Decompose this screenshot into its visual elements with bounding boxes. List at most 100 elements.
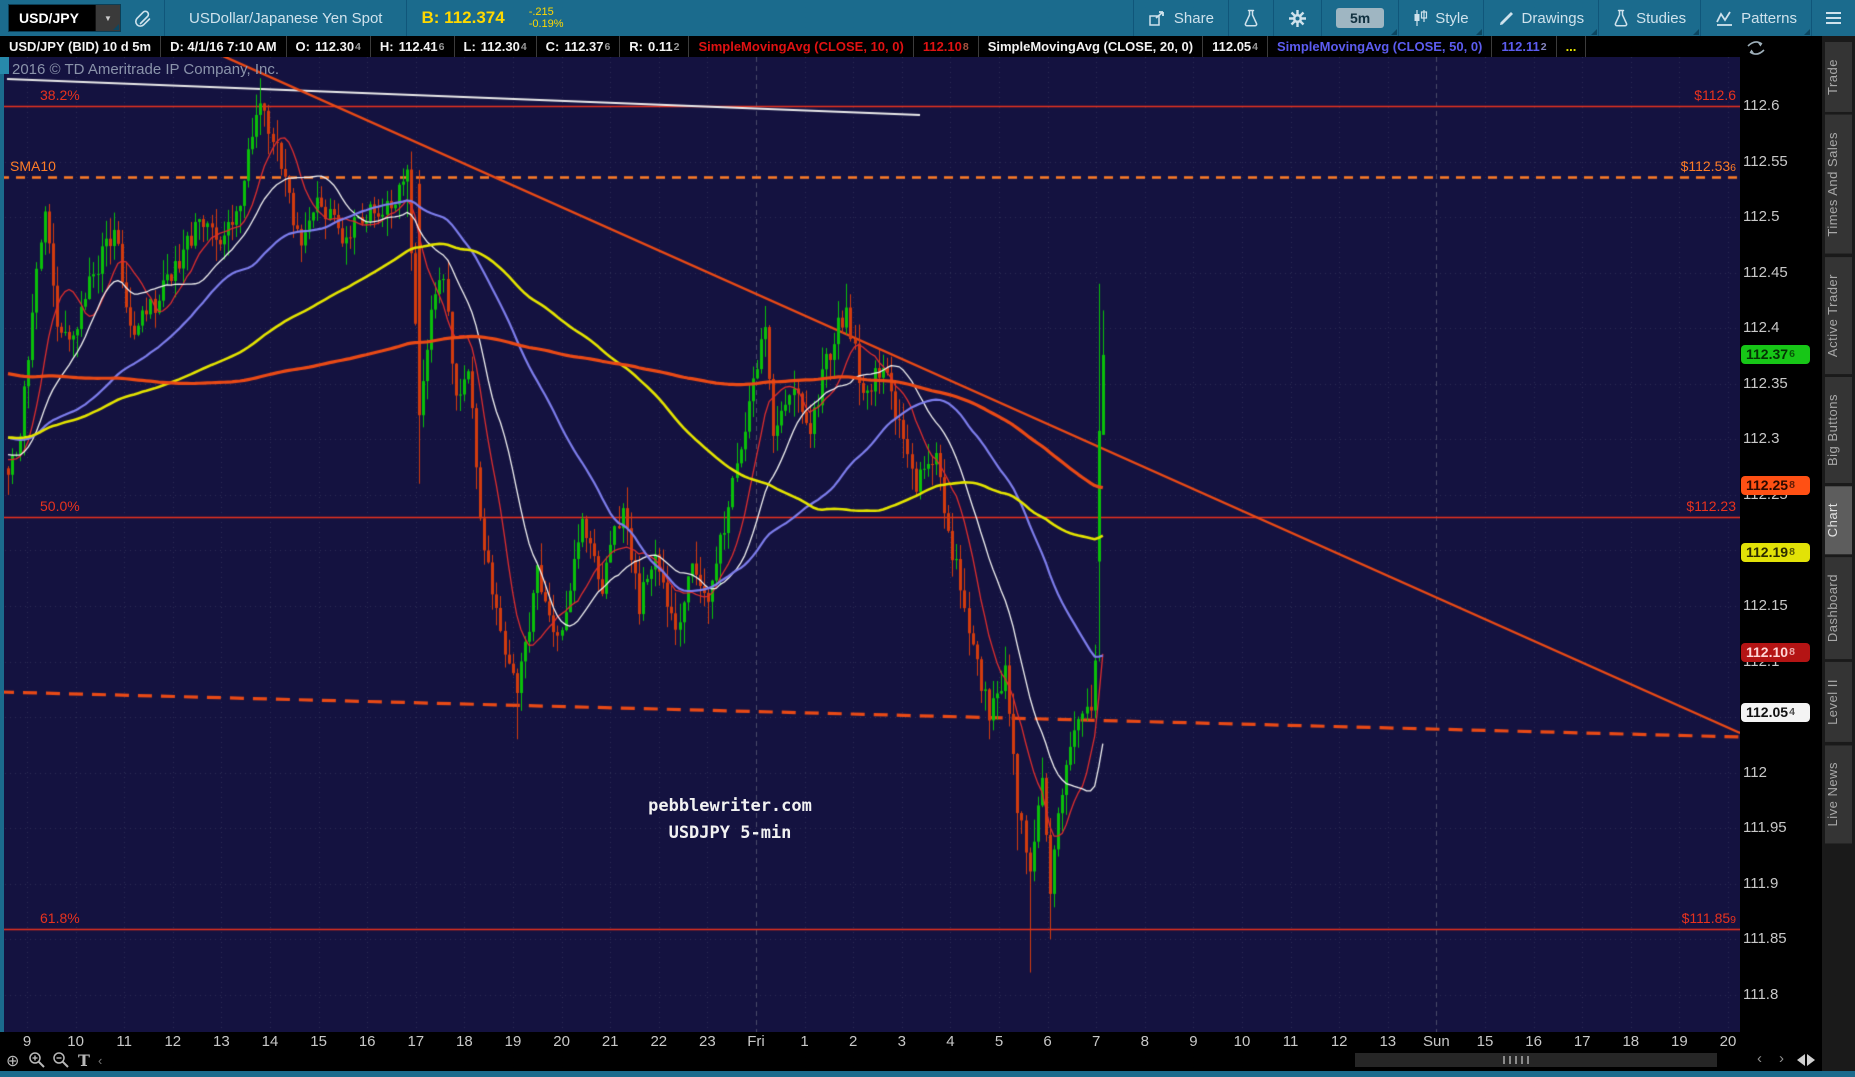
chart-menu-button[interactable] [1812, 0, 1855, 36]
divider [164, 0, 165, 36]
time-tick: Sun [1423, 1033, 1450, 1050]
price-tick: 112.15 [1743, 596, 1788, 614]
bid-price: B: 112.374 [421, 8, 505, 27]
level-right-label: $112.536 [1680, 158, 1736, 175]
sidebar-tab-times-and-sales[interactable]: Times And Sales [1825, 114, 1852, 254]
level-left-label: SMA10 [10, 158, 56, 175]
level-right-label: $112.6 [1694, 87, 1736, 103]
symbol-selector[interactable]: USD/JPY ▼ [8, 4, 121, 32]
time-tick: 3 [897, 1033, 906, 1050]
price-badge: 112.25 8 [1741, 475, 1810, 495]
axis-reset-icon[interactable] [1745, 38, 1767, 58]
symbol-label: USD/JPY [9, 5, 95, 31]
level-right-label: $112.23 [1686, 498, 1736, 515]
topbar: USD/JPY ▼ USDollar/Japanese Yen Spot B: … [0, 0, 1855, 36]
jump-latest-icon[interactable] [1797, 1054, 1815, 1066]
share-button[interactable]: Share [1134, 0, 1228, 36]
time-tick: 9 [22, 1033, 32, 1050]
price-tick: 112.35 [1743, 374, 1788, 392]
settings-button[interactable] [1274, 0, 1321, 36]
zoom-in-icon[interactable] [28, 1051, 46, 1074]
chart-title: USD/JPY (BID) 10 d 5m [0, 36, 162, 57]
scrollbar-grip[interactable] [1503, 1056, 1529, 1064]
price-tick: 111.85 [1743, 930, 1787, 948]
study-sma10-value: 112.10 8 [914, 36, 979, 57]
study-sma50-value: 112.11 2 [1492, 36, 1557, 57]
time-axis[interactable]: 9 10 11 12 13 14 15 16 17 18 19 20 21 22 23 Fri 1 2 3 4 5 6 7 8… [0, 1032, 1822, 1050]
watermark-line2: USDJPY 5-min [668, 823, 792, 843]
studies-button[interactable]: Studies [1599, 0, 1700, 36]
chart-header: USD/JPY (BID) 10 d 5m D: 4/1/16 7:10 AM … [0, 36, 1822, 57]
bottom-edge-strip [0, 1071, 1855, 1077]
time-tick: 12 [1330, 1033, 1348, 1050]
study-sma20-label[interactable]: SimpleMovingAvg (CLOSE, 20, 0) [979, 36, 1204, 57]
collapse-left-icon[interactable]: ‹ [98, 1053, 103, 1068]
link-icon[interactable] [121, 0, 164, 36]
time-tick: 10 [1233, 1033, 1251, 1050]
price-tick: 112.3 [1743, 430, 1780, 448]
topbar-right-group: Share 5m Style Drawings [1132, 0, 1855, 36]
zoom-out-icon[interactable] [52, 1051, 70, 1074]
price-tick: 111.95 [1743, 819, 1787, 837]
time-tick: 12 [164, 1033, 182, 1050]
left-edge-strip [0, 57, 4, 1032]
price-tick: 112.4 [1743, 319, 1780, 337]
analyze-flask-button[interactable] [1229, 0, 1273, 36]
bar-datetime: D: 4/1/16 7:10 AM [161, 36, 287, 57]
sidebar-tab-live-news[interactable]: Live News [1825, 744, 1852, 844]
study-sma50-label[interactable]: SimpleMovingAvg (CLOSE, 50, 0) [1268, 36, 1493, 57]
sidebar-tab-dashboard[interactable]: Dashboard [1825, 556, 1852, 660]
time-tick: 8 [1140, 1033, 1149, 1050]
time-tick: 7 [1092, 1033, 1101, 1050]
time-tick: 18 [1622, 1033, 1640, 1050]
sidebar-tab-big-buttons[interactable]: Big Buttons [1825, 376, 1852, 483]
time-tick: 10 [67, 1033, 84, 1050]
symbol-description: USDollar/Japanese Yen Spot [189, 9, 383, 27]
candlestick-icon [1413, 9, 1428, 27]
pencil-icon [1498, 10, 1515, 27]
price-axis[interactable]: 112.6 112.55 112.5 112.45 112.4 112.35 112.3 11… [1740, 36, 1822, 1032]
scroll-right-arrow[interactable]: › [1779, 1050, 1784, 1067]
time-tick: 2 [849, 1033, 858, 1050]
watermark-line1: pebblewriter.com [648, 796, 812, 816]
time-tick: 17 [407, 1033, 425, 1050]
divider [406, 0, 408, 36]
pan-tool-icon[interactable]: ⊕ [6, 1053, 20, 1070]
time-tick: 13 [213, 1033, 230, 1050]
text-tool-button[interactable]: T [78, 1051, 90, 1070]
sidebar-tab-active-trader[interactable]: Active Trader [1825, 256, 1852, 374]
price-tick: 112 [1743, 763, 1767, 781]
scroll-left-arrow[interactable]: ‹ [1757, 1050, 1762, 1067]
sidebar-tab-level-ii[interactable]: Level II [1825, 662, 1852, 742]
sidebar-tab-chart[interactable]: Chart [1825, 485, 1852, 554]
time-tick: 22 [650, 1033, 668, 1050]
right-sidebar: Trade Times And Sales Active Trader Big But… [1822, 36, 1855, 1077]
left-edge-corner [0, 57, 9, 74]
style-button[interactable]: Style [1399, 0, 1482, 36]
time-tick: 11 [1282, 1033, 1299, 1050]
chevron-down-icon[interactable]: ▼ [95, 5, 120, 31]
time-tick: 20 [553, 1033, 570, 1050]
patterns-button[interactable]: Patterns [1701, 0, 1811, 36]
menu-icon [1826, 12, 1841, 14]
open-value: O: 112.30 4 [287, 36, 371, 57]
more-studies-indicator[interactable]: ... [1557, 36, 1587, 57]
time-tick: 14 [261, 1033, 279, 1050]
time-tick: 13 [1379, 1033, 1397, 1050]
study-sma20-value: 112.05 4 [1203, 36, 1268, 57]
time-scrollbar[interactable] [1355, 1053, 1717, 1067]
price-tick: 112.6 [1743, 97, 1780, 114]
drawings-button[interactable]: Drawings [1484, 0, 1599, 36]
timeframe-button[interactable]: 5m [1322, 0, 1398, 36]
price-tick: 112.55 [1743, 152, 1788, 170]
time-tick: 4 [946, 1033, 955, 1050]
time-tick: 20 [1719, 1033, 1737, 1050]
low-value: L: 112.30 4 [455, 36, 537, 57]
time-tick: 15 [1476, 1033, 1494, 1050]
study-sma10-label[interactable]: SimpleMovingAvg (CLOSE, 10, 0) [689, 36, 914, 57]
price-chart-canvas[interactable] [0, 57, 1740, 1032]
time-tick: 15 [310, 1033, 327, 1050]
timeframe-value: 5m [1335, 8, 1385, 28]
time-tick: Fri [747, 1033, 765, 1050]
sidebar-tab-trade[interactable]: Trade [1825, 42, 1852, 112]
